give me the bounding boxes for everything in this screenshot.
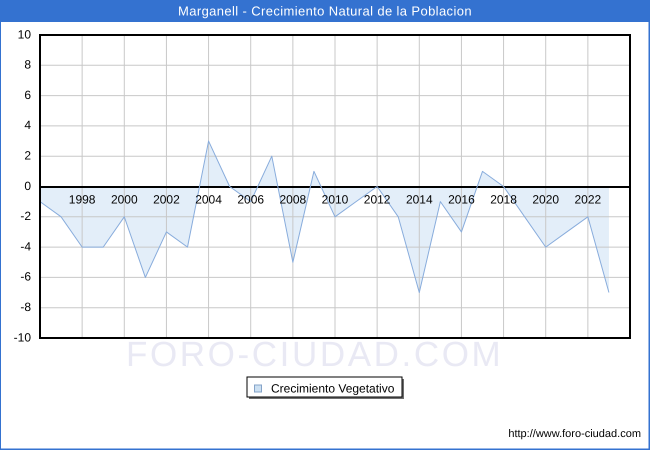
svg-text:6: 6 <box>24 88 31 102</box>
svg-text:2008: 2008 <box>280 193 307 207</box>
svg-text:8: 8 <box>24 58 31 72</box>
svg-text:2000: 2000 <box>111 193 138 207</box>
svg-text:-2: -2 <box>20 209 31 223</box>
svg-text:Marganell - Crecimiento Natura: Marganell - Crecimiento Natural de la Po… <box>178 3 472 18</box>
svg-text:-4: -4 <box>20 239 31 253</box>
svg-text:2016: 2016 <box>448 193 475 207</box>
svg-text:Crecimiento Vegetativo: Crecimiento Vegetativo <box>271 382 395 396</box>
svg-text:2006: 2006 <box>237 193 264 207</box>
svg-text:2022: 2022 <box>575 193 602 207</box>
svg-text:2012: 2012 <box>364 193 391 207</box>
svg-text:2020: 2020 <box>532 193 559 207</box>
svg-text:2010: 2010 <box>322 193 349 207</box>
svg-text:1998: 1998 <box>69 193 96 207</box>
svg-text:4: 4 <box>24 118 31 132</box>
svg-text:-8: -8 <box>20 300 31 314</box>
svg-text:2: 2 <box>24 149 31 163</box>
svg-text:0: 0 <box>24 179 31 193</box>
svg-text:2002: 2002 <box>153 193 180 207</box>
svg-text:2004: 2004 <box>195 193 222 207</box>
svg-text:10: 10 <box>18 27 32 41</box>
svg-text:-10: -10 <box>14 330 32 344</box>
svg-text:-6: -6 <box>20 270 31 284</box>
svg-text:http://www.foro-ciudad.com: http://www.foro-ciudad.com <box>508 428 641 440</box>
svg-text:FORO-CIUDAD.COM: FORO-CIUDAD.COM <box>126 335 503 374</box>
svg-text:2014: 2014 <box>406 193 433 207</box>
svg-text:2018: 2018 <box>490 193 517 207</box>
